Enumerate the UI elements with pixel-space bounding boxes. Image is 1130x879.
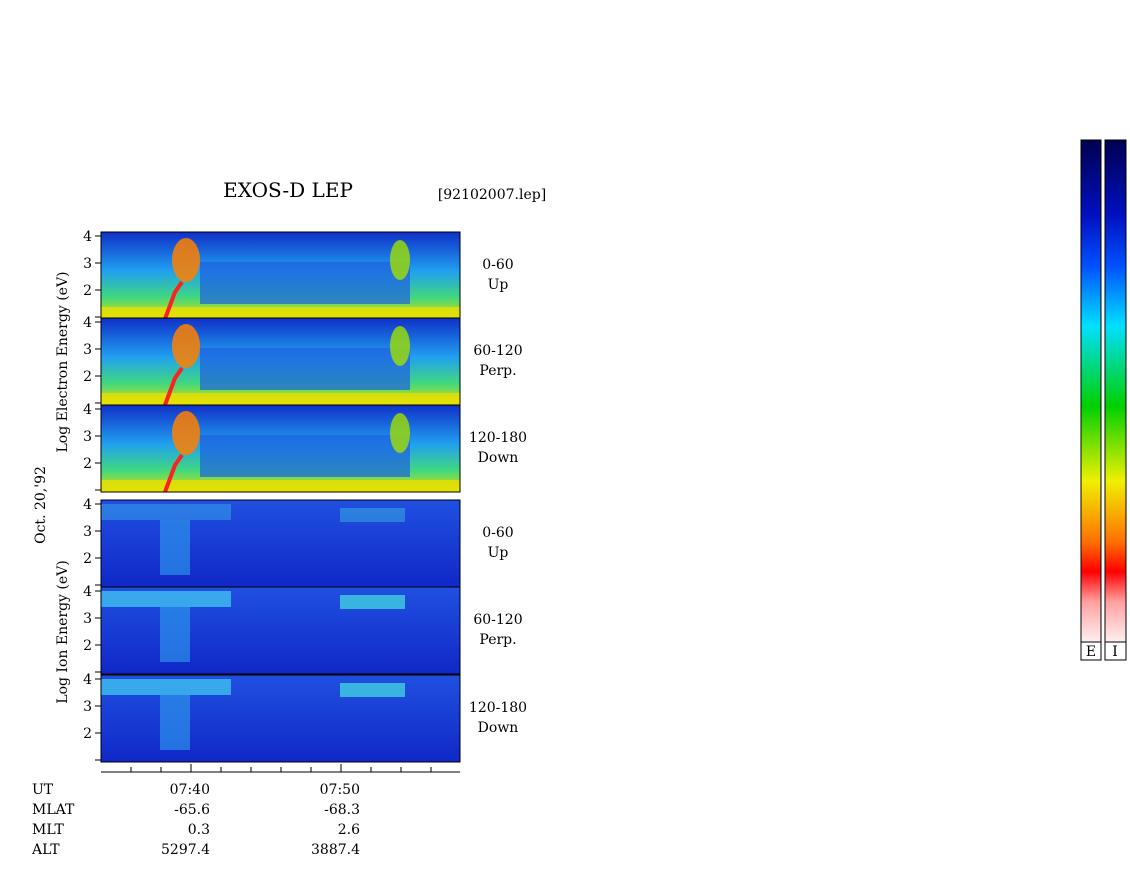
spectrogram-blob <box>390 240 410 280</box>
orbit-value: -65.6 <box>174 802 210 818</box>
spectrogram-band <box>101 679 231 695</box>
spectrogram-blob <box>172 238 200 282</box>
orbit-value: 07:40 <box>170 782 210 798</box>
y-tick-label: 4 <box>83 497 92 513</box>
colorbar-electron <box>1080 139 1102 643</box>
spectrogram-band <box>101 480 460 492</box>
channel-range: 120-180 <box>469 430 527 446</box>
channel-range: 0-60 <box>482 525 513 541</box>
orbit-value: 07:50 <box>320 782 360 798</box>
panel-frame <box>100 674 461 763</box>
spectrogram-band <box>101 393 460 405</box>
channel-direction: Perp. <box>479 632 516 648</box>
orbit-label: MLAT <box>32 802 75 818</box>
spectrogram-band <box>340 683 405 697</box>
channel-range: 120-180 <box>469 700 527 716</box>
spectrogram-streak <box>163 280 184 320</box>
file-name: [92102007.lep] <box>438 187 546 203</box>
colorbar-ion <box>1104 139 1127 643</box>
y-tick-label: 3 <box>83 611 92 627</box>
ion-axis-label: Log Ion Energy (eV) <box>55 560 71 703</box>
colorbar-label: E <box>1086 644 1096 660</box>
y-tick-label: 2 <box>83 283 92 299</box>
orbit-label: ALT <box>31 842 60 858</box>
panels: 2 3 4 0-60 Up 2 3 4 60-120 Perp. 2 3 4 120-180 Down 2 3 4… <box>31 229 527 858</box>
orbit-label: MLT <box>32 822 64 838</box>
y-tick-label: 3 <box>83 342 92 358</box>
spectrogram-band <box>101 307 460 319</box>
colorbar-box <box>1104 641 1127 661</box>
spectrogram-streak <box>163 366 184 406</box>
y-tick-label: 3 <box>83 256 92 272</box>
y-tick-label: 2 <box>83 456 92 472</box>
channel-direction: Up <box>488 545 509 561</box>
spectrogram-blob <box>390 326 410 366</box>
spectrogram-band <box>200 262 410 304</box>
y-tick-label: 4 <box>83 315 92 331</box>
spectrogram-band <box>340 508 405 522</box>
spectrogram-band <box>200 435 410 477</box>
spectrogram-band <box>160 695 190 750</box>
y-tick-label: 2 <box>83 369 92 385</box>
spectrogram-band <box>101 504 231 520</box>
y-tick-label: 4 <box>83 584 92 600</box>
channel-direction: Up <box>488 277 509 293</box>
colorbar-box <box>1080 641 1102 661</box>
orbit-value: 0.3 <box>188 822 210 838</box>
channel-range: 60-120 <box>473 343 522 359</box>
orbit-value: 3887.4 <box>311 842 360 858</box>
y-tick-label: 4 <box>83 229 92 245</box>
colorbar-label: I <box>1112 644 1118 660</box>
y-tick-label: 3 <box>83 429 92 445</box>
orbit-value: 5297.4 <box>161 842 210 858</box>
spectrogram-band <box>160 520 190 575</box>
spectrogram-band <box>160 607 190 662</box>
electron-axis-label: Log Electron Energy (eV) <box>55 271 71 452</box>
date: Oct. 20,'92 <box>33 466 49 544</box>
panel-frame <box>100 586 461 675</box>
colorbars: E I <box>1080 139 1127 661</box>
spectrogram-band <box>101 591 231 607</box>
y-tick-label: 3 <box>83 524 92 540</box>
y-tick-label: 2 <box>83 638 92 654</box>
y-tick-label: 3 <box>83 699 92 715</box>
spectrogram-streak <box>163 453 184 493</box>
orbit-label: UT <box>32 782 54 798</box>
title: EXOS-D LEP <box>223 178 353 202</box>
orbit-value: -68.3 <box>324 802 360 818</box>
spectrogram-band <box>340 595 405 609</box>
spectrogram-blob <box>172 324 200 368</box>
channel-range: 0-60 <box>482 257 513 273</box>
panel-frame <box>100 404 461 493</box>
y-tick-label: 4 <box>83 672 92 688</box>
y-tick-label: 2 <box>83 551 92 567</box>
channel-direction: Down <box>478 720 519 736</box>
spectrogram-blob <box>390 413 410 453</box>
orbit-value: 2.6 <box>338 822 360 838</box>
channel-range: 60-120 <box>473 612 522 628</box>
y-tick-label: 2 <box>83 726 92 742</box>
channel-direction: Perp. <box>479 363 516 379</box>
spectrogram-band <box>200 348 410 390</box>
channel-direction: Down <box>478 450 519 466</box>
spectrogram-blob <box>172 411 200 455</box>
y-tick-label: 4 <box>83 402 92 418</box>
